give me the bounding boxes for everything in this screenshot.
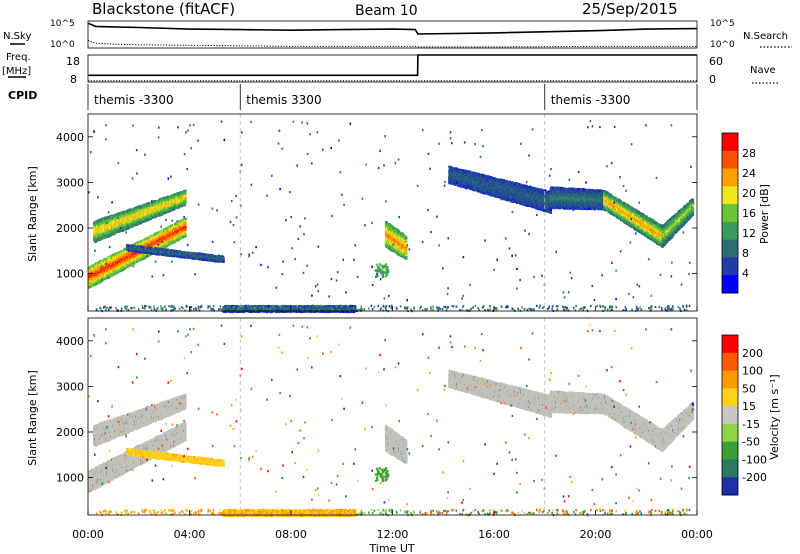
noise-left-bottom: 10^0: [50, 40, 75, 50]
station-title: Blackstone (fitACF): [92, 0, 235, 18]
noise-right-top: 10^5: [710, 19, 735, 29]
radar-summary-plot: Blackstone (fitACF) Beam 10 25/Sep/2015 …: [0, 0, 800, 554]
noise-left-top: 10^5: [50, 19, 75, 29]
freq-label: Freq.: [6, 52, 31, 63]
freq-tick-18: 18: [66, 55, 80, 68]
cpid-segment-label: themis -3300: [94, 93, 174, 107]
cpid-segment-label: themis -3300: [551, 93, 631, 107]
power-background: [88, 114, 697, 311]
freq-tick-8: 8: [70, 73, 77, 86]
nsky-series-line: [88, 23, 697, 34]
freq-series-line: [88, 55, 697, 75]
nsky-label: N.Sky: [3, 31, 31, 42]
cpid-segment-label: themis 3300: [246, 93, 321, 107]
freq-unit-label: [MHz]: [2, 66, 31, 77]
cpid-label: CPID: [8, 89, 37, 102]
nave-tick-60: 60: [709, 55, 723, 68]
nsearch-series-line: [88, 40, 697, 47]
nave-tick-0: 0: [709, 73, 716, 86]
cpid-strip: CPID themis -3300 themis 3300 themis -3300: [8, 84, 697, 110]
nave-label: Nave: [750, 65, 776, 76]
date-title: 25/Sep/2015: [582, 0, 678, 18]
nsearch-label: N.Search: [743, 31, 788, 42]
noise-panel: N.Sky N.Search 10^5 10^0 10^5 10^0: [3, 19, 792, 50]
noise-axes-box: [88, 21, 697, 48]
noise-right-bottom: 10^0: [710, 40, 735, 50]
freq-panel: Freq. [MHz] Nave 18 8 60 0: [2, 52, 780, 86]
beam-title: Beam 10: [355, 3, 418, 19]
freq-axes-box: [88, 55, 697, 82]
